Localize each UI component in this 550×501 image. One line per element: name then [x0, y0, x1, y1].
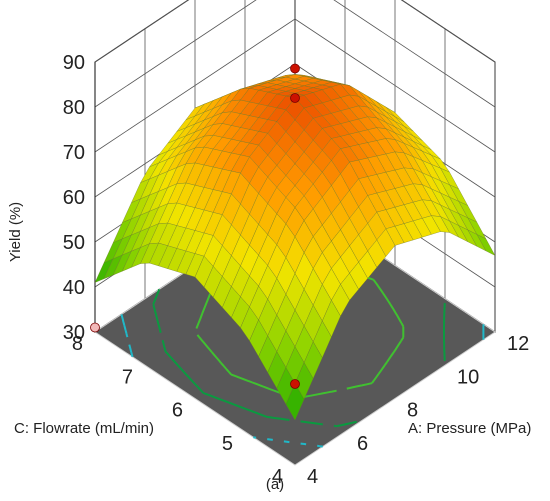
figure-caption: (a): [266, 476, 284, 493]
design-point: [90, 322, 100, 333]
tick-labels: 30 40 50 60 70 80 90 4 6 8 10 12 4 5 6 7 8: [63, 52, 530, 488]
design-point: [290, 379, 300, 389]
x-tick-label: 8: [407, 400, 418, 422]
design-point: [290, 93, 300, 103]
x-axis-title: A: Pressure (MPa): [408, 420, 531, 437]
x-tick-label: 6: [357, 433, 368, 455]
z-tick-label: 50: [63, 232, 85, 254]
y-tick-label: 5: [222, 433, 233, 455]
y-tick-label: 8: [72, 333, 83, 355]
y-axis-title: C: Flowrate (mL/min): [14, 420, 154, 437]
design-point: [290, 63, 300, 74]
z-tick-label: 40: [63, 277, 85, 299]
z-tick-label: 80: [63, 97, 85, 119]
x-tick-label: 4: [307, 466, 318, 488]
z-tick-label: 60: [63, 187, 85, 209]
z-gridline: [94, 0, 496, 108]
z-tick-label: 30: [63, 322, 85, 344]
z-gridline: [94, 0, 496, 63]
z-axis-title: Yield (%): [7, 202, 24, 262]
response-surface: [94, 74, 496, 421]
design-points: [90, 63, 300, 389]
z-tick-label: 70: [63, 142, 85, 164]
x-tick-label: 12: [507, 333, 529, 355]
y-tick-label: 7: [122, 366, 133, 388]
x-tick-label: 10: [457, 366, 479, 388]
y-tick-label: 6: [172, 400, 183, 422]
y-tick-label: 4: [272, 466, 283, 488]
z-tick-label: 90: [63, 52, 85, 74]
